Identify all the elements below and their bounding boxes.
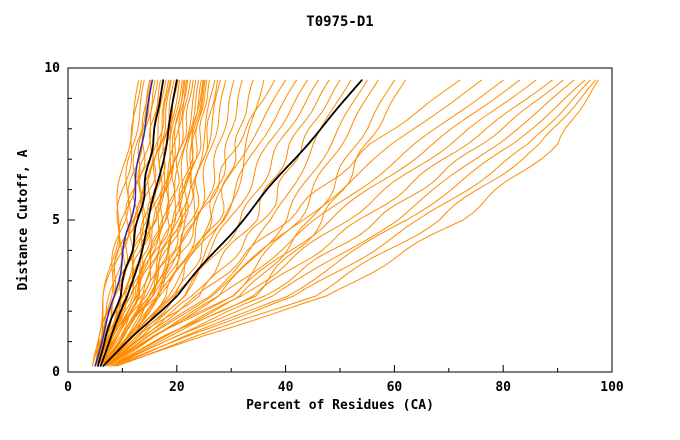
prediction-curve [100,79,204,367]
baseline-curve [94,79,154,367]
prediction-curve [111,79,537,367]
prediction-curve [94,79,140,367]
y-tick-label: 10 [44,61,60,76]
prediction-curve [111,79,395,367]
x-tick-label: 40 [278,380,294,395]
plot-frame [67,67,613,373]
prediction-curve [116,79,586,367]
prediction-curve [92,79,142,367]
x-axis-label: Percent of Residues (CA) [246,398,434,413]
prediction-curve [102,79,287,367]
prediction-curve [94,79,172,367]
prediction-curve [105,79,461,367]
y-tick-label: 5 [52,213,60,228]
prediction-curve [102,79,210,367]
prediction-curve [102,79,206,367]
prediction-curve [105,79,254,367]
selected-curve [97,79,165,367]
prediction-curve [105,79,297,367]
prediction-curve [102,79,341,367]
x-tick-label: 20 [169,380,185,395]
prediction-curve [105,79,235,367]
prediction-curve [111,79,553,367]
prediction-curve [97,79,191,367]
prediction-curve [105,79,227,367]
prediction-curve [111,79,504,367]
prediction-curve [116,79,599,367]
prediction-curve [105,79,216,367]
prediction-curve [116,79,597,367]
x-tick-label: 100 [600,380,624,395]
y-tick-label: 0 [52,365,60,380]
x-tick-label: 60 [387,380,403,395]
x-tick-label: 0 [64,380,72,395]
prediction-curve [113,79,591,367]
prediction-curve [111,79,575,367]
prediction-curve [113,79,564,367]
prediction-curve [105,79,379,367]
prediction-curve [100,79,276,367]
plot-title: T0975-D1 [306,14,374,30]
prediction-curve [100,79,188,367]
prediction-curve [97,79,185,367]
prediction-curve [105,79,319,367]
prediction-curve [105,79,208,367]
prediction-curve [105,79,520,367]
prediction-curve [108,79,482,367]
prediction-curve [94,79,183,367]
prediction-curve [105,79,219,367]
prediction-curve [100,79,175,367]
selected-curve [102,79,363,367]
x-tick-label: 80 [495,380,511,395]
selected-curve [99,79,178,367]
